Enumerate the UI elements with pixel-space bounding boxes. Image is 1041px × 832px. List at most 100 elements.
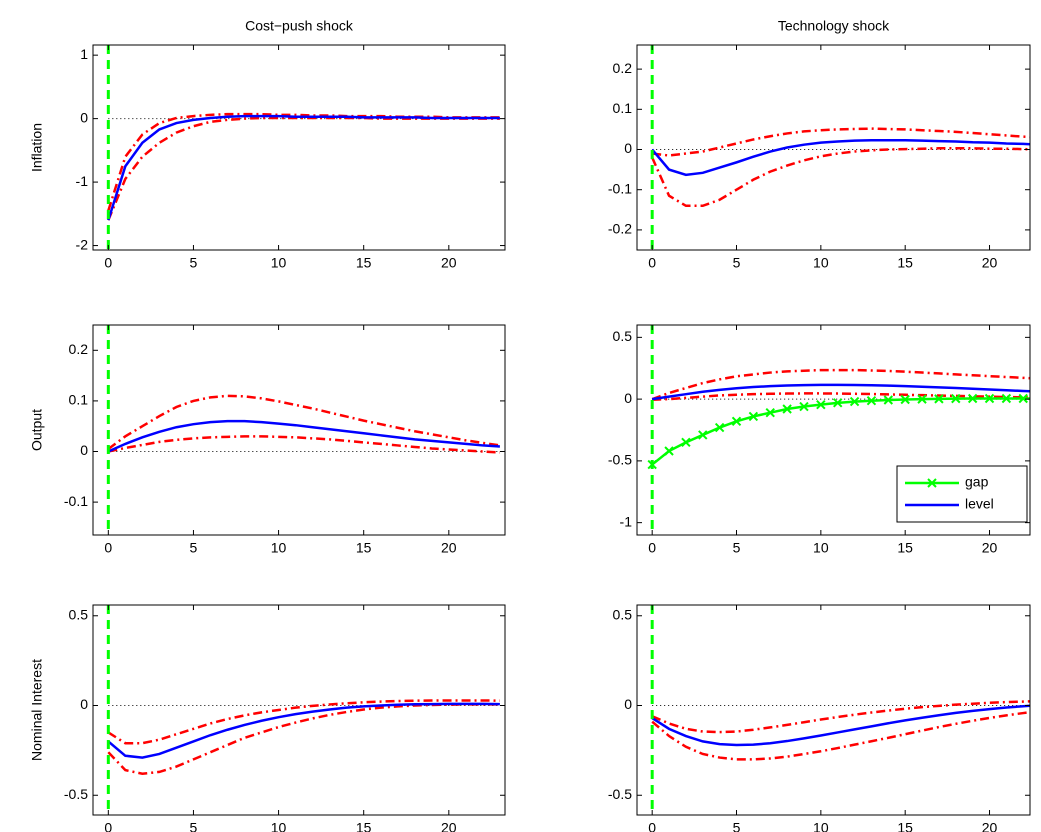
series-marker — [984, 393, 995, 404]
series-line — [651, 368, 1030, 401]
y-tick-label: -1 — [76, 173, 89, 189]
series-marker — [748, 411, 759, 422]
axes-box — [636, 604, 1031, 816]
x-tick-label: 0 — [648, 820, 656, 832]
x-tick-label: 10 — [271, 540, 287, 556]
subplot: 0 5 10 15 20 -0.5 0 0.5 — [608, 604, 1031, 832]
y-tick-label: -2 — [76, 236, 89, 252]
y-tick-label: -1 — [620, 513, 633, 529]
series-line — [107, 702, 500, 759]
plot-area — [93, 605, 505, 815]
y-tick-label: 0.5 — [69, 606, 89, 622]
x-tick-label: 15 — [356, 255, 372, 271]
x-tick-label: 5 — [733, 540, 741, 556]
x-tick-label: 5 — [190, 540, 198, 556]
subplot: 0 5 10 15 20 -1 -0.5 0 0.5 gap level — [608, 324, 1041, 556]
x-tick-label: 5 — [190, 255, 198, 271]
x-tick-label: 5 — [190, 820, 198, 832]
x-tick-label: 20 — [441, 255, 457, 271]
series-line — [651, 700, 1030, 734]
x-tick-label: 15 — [897, 540, 913, 556]
series-marker — [782, 404, 792, 414]
y-axis-label: Nominal Interest — [29, 659, 45, 761]
y-tick-label: 0.1 — [613, 100, 633, 116]
series-marker — [849, 396, 860, 407]
y-tick-label: 0.2 — [613, 60, 633, 76]
y-tick-label: 0.1 — [69, 392, 89, 408]
series-line — [107, 699, 500, 745]
series-line — [108, 435, 500, 454]
x-tick-label: 15 — [897, 820, 913, 832]
legend-marker — [927, 478, 937, 488]
y-axis-label: Output — [29, 409, 45, 451]
plot-area — [93, 325, 505, 535]
legend-label: level — [965, 496, 994, 512]
x-tick-label: 15 — [356, 820, 372, 832]
y-tick-label: 0 — [624, 696, 632, 712]
series-marker — [816, 399, 826, 410]
y-tick-label: -0.2 — [608, 221, 632, 237]
x-tick-label: 10 — [813, 540, 829, 556]
series-line — [107, 114, 500, 221]
series-marker — [917, 394, 927, 404]
series-marker — [799, 401, 809, 412]
x-tick-label: 15 — [356, 540, 372, 556]
x-tick-label: 0 — [104, 255, 112, 271]
series-line — [651, 397, 1030, 466]
x-tick-label: 10 — [271, 820, 287, 832]
series-marker — [967, 393, 978, 404]
legend-box — [896, 465, 1028, 523]
series-marker — [951, 393, 961, 404]
x-tick-label: 10 — [813, 255, 829, 271]
x-tick-label: 10 — [813, 820, 829, 832]
series-line — [652, 127, 1030, 157]
axes-box — [636, 324, 1031, 536]
x-tick-label: 10 — [271, 255, 287, 271]
y-tick-label: 1 — [80, 46, 88, 62]
y-tick-label: 0 — [80, 696, 88, 712]
series-line — [107, 394, 501, 450]
x-tick-label: 20 — [441, 820, 457, 832]
x-tick-label: 5 — [733, 820, 741, 832]
x-tick-label: 0 — [104, 540, 112, 556]
subplot-title: Technology shock — [778, 18, 890, 34]
x-tick-label: 0 — [104, 820, 112, 832]
axes-box — [636, 44, 1031, 251]
axes-box — [92, 44, 506, 251]
subplot: 0 5 10 15 20 -0.1 0 0.1 0.2 Output — [29, 324, 506, 556]
series-line — [651, 383, 1030, 401]
y-tick-label: 0.5 — [613, 328, 633, 344]
y-tick-label: 0.5 — [613, 606, 633, 622]
subplot: 0 5 10 15 20 -2 -1 0 1 Cost−push shock Inflation — [29, 18, 506, 271]
y-tick-label: 0 — [624, 140, 632, 156]
series-marker — [1036, 395, 1041, 403]
y-tick-label: 0 — [624, 390, 632, 406]
y-tick-label: -0.5 — [608, 452, 632, 468]
series-marker — [765, 407, 775, 418]
axes-box — [92, 324, 506, 536]
series-marker — [731, 416, 742, 427]
subplot-title: Cost−push shock — [245, 18, 354, 34]
x-tick-label: 5 — [733, 255, 741, 271]
y-axis-label: Inflation — [29, 123, 45, 172]
x-tick-label: 15 — [897, 255, 913, 271]
x-tick-label: 20 — [982, 255, 998, 271]
y-tick-label: 0 — [80, 109, 88, 125]
y-tick-label: -0.1 — [608, 180, 632, 196]
series-marker — [1018, 393, 1028, 404]
y-tick-label: 0.2 — [69, 341, 89, 357]
y-tick-label: 0 — [80, 442, 88, 458]
series-line — [651, 704, 1030, 747]
legend-label: gap — [965, 474, 989, 490]
series-marker — [1001, 393, 1012, 404]
legend: gap level — [896, 465, 1028, 523]
series-marker — [714, 422, 725, 433]
series-marker — [900, 394, 910, 405]
series-marker — [698, 430, 708, 440]
series-marker — [833, 398, 843, 408]
series-marker — [681, 437, 691, 448]
series-marker — [866, 396, 877, 406]
series-line — [651, 139, 1030, 177]
subplot: 0 5 10 15 20 -0.2 -0.1 0 0.1 0.2 Technology shock — [608, 18, 1031, 271]
